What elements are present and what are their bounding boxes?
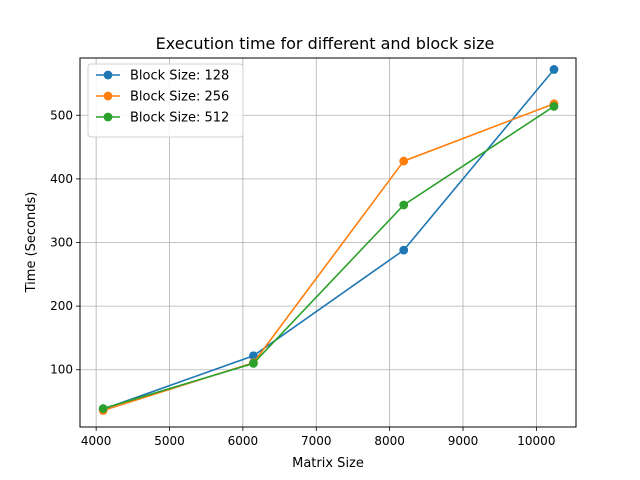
legend-label: Block Size: 256 [130, 90, 229, 105]
data-point [549, 65, 559, 74]
data-point [399, 156, 409, 166]
x-tick-label: 7000 [301, 434, 332, 448]
chart-title: Execution time for different and block s… [156, 34, 495, 53]
legend-swatch-marker [103, 70, 113, 80]
y-tick-label: 200 [50, 299, 73, 313]
legend-entry: Block Size: 128 [96, 69, 229, 84]
series-3 [98, 101, 559, 413]
data-point [399, 200, 409, 210]
legend-swatch-marker [103, 91, 113, 101]
legend-box [87, 63, 244, 138]
legend-entry: Block Size: 512 [96, 111, 229, 126]
x-axis-label: Matrix Size [292, 456, 364, 471]
data-point [98, 404, 108, 413]
x-tick-label: 8000 [374, 434, 405, 448]
series-line [102, 105, 555, 410]
axis-ticks: 4000 5000 6000 7000 8000 9000 10000 100 200 300 40… [50, 108, 555, 448]
x-tick-label: 5000 [154, 434, 185, 448]
series-layer [98, 65, 559, 415]
data-point [399, 245, 409, 255]
y-axis-label: Time (Seconds) [24, 192, 39, 294]
y-tick-label: 500 [50, 108, 73, 122]
legend-label: Block Size: 512 [130, 111, 229, 126]
legend-entry: Block Size: 256 [96, 90, 229, 105]
data-point [549, 101, 559, 111]
legend: Block Size: 128 Block Size: 256 Block Size… [87, 63, 244, 138]
legend-swatch-marker [103, 112, 113, 122]
y-tick-label: 100 [50, 363, 73, 377]
y-tick-label: 300 [50, 236, 73, 250]
y-tick-label: 400 [50, 172, 73, 186]
series-line [102, 68, 555, 410]
x-tick-label: 4000 [81, 434, 112, 448]
legend-label: Block Size: 128 [130, 69, 229, 84]
data-point [249, 351, 258, 361]
x-tick-label: 9000 [448, 434, 479, 448]
x-tick-label: 10000 [517, 434, 555, 448]
x-tick-label: 6000 [228, 434, 259, 448]
data-point [249, 358, 258, 368]
